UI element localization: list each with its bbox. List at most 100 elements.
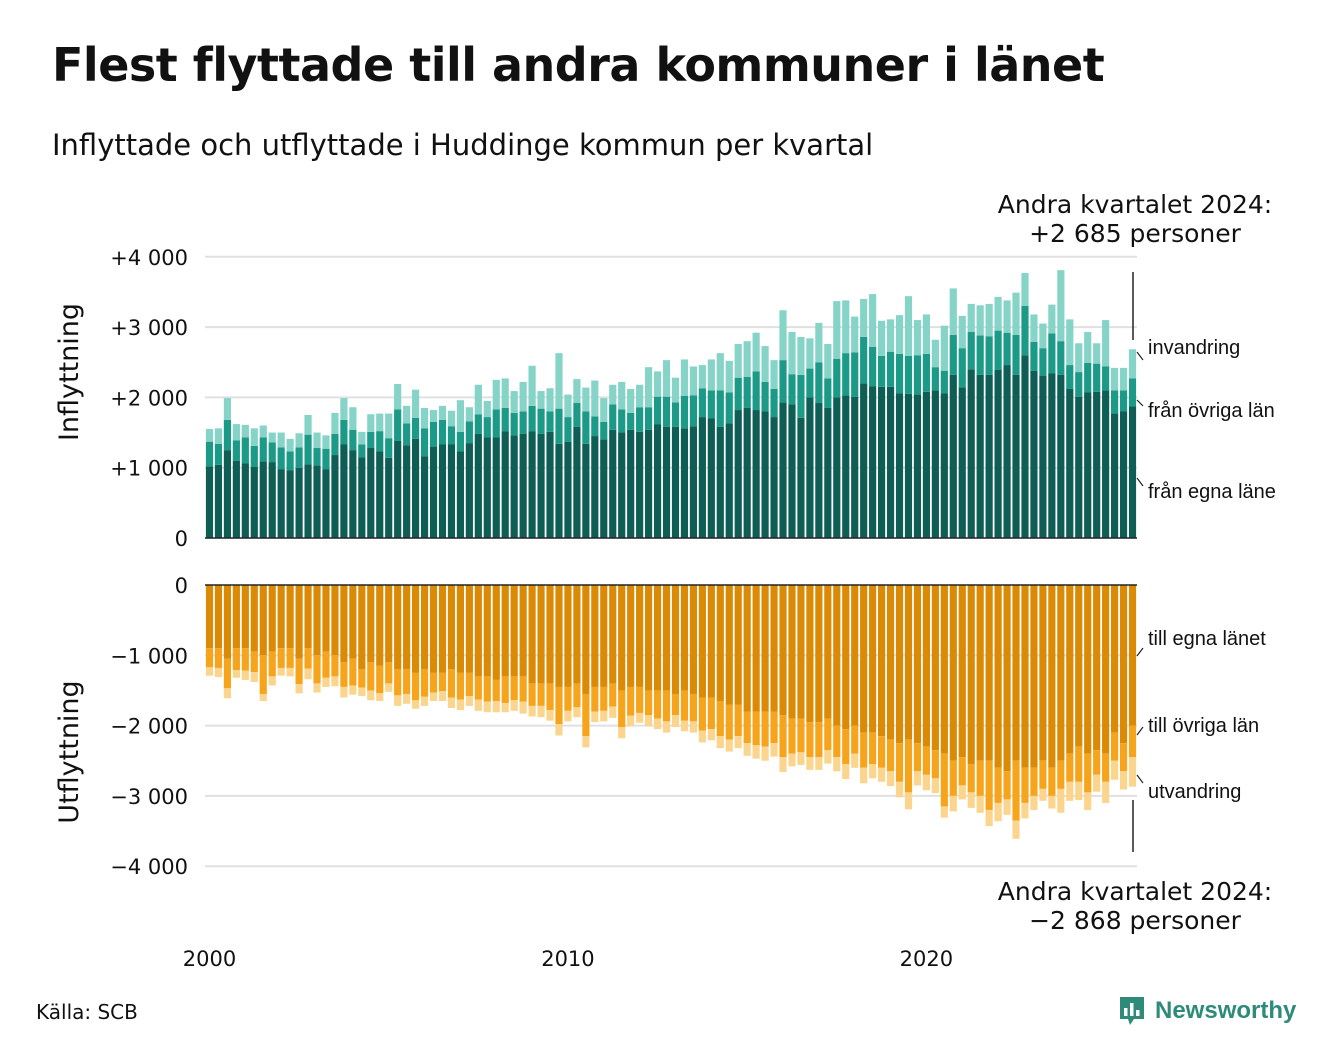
bar-outflow-utvandring	[1075, 781, 1083, 801]
bar-inflow-invandring	[367, 414, 375, 432]
bar-outflow-egna	[931, 585, 939, 751]
bar-inflow-invandring	[447, 410, 456, 427]
bar-inflow-invandring	[627, 388, 635, 413]
bar-outflow-ovriga	[1003, 771, 1011, 800]
bar-outflow-ovriga	[976, 760, 984, 796]
bar-inflow-invandring	[465, 407, 473, 422]
bar-inflow-egna	[591, 436, 599, 538]
bar-inflow-egna	[636, 431, 644, 538]
bar-outflow-ovriga	[1102, 753, 1110, 782]
bar-outflow-utvandring	[429, 692, 438, 701]
label-connector	[1136, 647, 1144, 657]
bar-outflow-utvandring	[958, 785, 966, 800]
bar-outflow-egna	[707, 585, 715, 698]
bar-outflow-utvandring	[286, 667, 294, 677]
bar-inflow-egna	[671, 426, 680, 538]
bar-outflow-ovriga	[1111, 732, 1119, 761]
bar-outflow-utvandring	[609, 706, 617, 718]
bar-inflow-egna	[259, 461, 267, 538]
bar-outflow-utvandring	[913, 771, 922, 786]
bar-inflow-invandring	[331, 412, 339, 434]
bar-inflow-ovriga	[743, 377, 751, 408]
bar-outflow-egna	[1012, 585, 1020, 761]
bar-outflow-ovriga	[465, 672, 473, 697]
bar-inflow-invandring	[1003, 300, 1011, 333]
bar-outflow-utvandring	[985, 809, 993, 827]
bar-inflow-ovriga	[752, 371, 760, 411]
bar-outflow-utvandring	[492, 701, 500, 713]
bar-outflow-utvandring	[1003, 799, 1011, 815]
annotation-inflow: Andra kvartalet 2024: +2 685 personer	[985, 190, 1285, 248]
bar-outflow-utvandring	[680, 720, 689, 732]
bar-outflow-ovriga	[1048, 767, 1056, 796]
bar-inflow-invandring	[1119, 367, 1128, 391]
bar-inflow-egna	[707, 418, 715, 538]
bar-inflow-invandring	[1021, 272, 1029, 307]
bar-outflow-utvandring	[851, 753, 859, 768]
y-tick-label: +4 000	[110, 246, 188, 270]
bar-inflow-egna	[815, 403, 823, 538]
bar-outflow-ovriga	[788, 718, 796, 754]
bar-inflow-invandring	[403, 405, 411, 424]
bar-inflow-ovriga	[680, 395, 689, 429]
bar-outflow-ovriga	[304, 648, 312, 669]
bar-inflow-invandring	[1093, 343, 1101, 364]
bar-outflow-ovriga	[913, 743, 922, 772]
bar-outflow-utvandring	[671, 715, 680, 728]
bar-inflow-ovriga	[322, 448, 330, 470]
bar-inflow-invandring	[394, 384, 402, 410]
bar-outflow-ovriga	[860, 732, 868, 768]
bar-inflow-egna	[645, 429, 653, 538]
bar-outflow-utvandring	[824, 750, 832, 764]
bar-outflow-ovriga	[420, 669, 429, 697]
bar-inflow-ovriga	[250, 445, 258, 467]
bar-outflow-egna	[259, 585, 267, 656]
bar-outflow-utvandring	[1030, 795, 1038, 810]
bar-outflow-ovriga	[1030, 767, 1038, 796]
bar-inflow-ovriga	[564, 417, 572, 442]
bar-inflow-egna	[223, 450, 231, 539]
bar-inflow-invandring	[474, 384, 482, 415]
bar-outflow-utvandring	[465, 696, 473, 706]
bar-outflow-egna	[1128, 585, 1137, 726]
bar-inflow-invandring	[671, 377, 680, 403]
bar-outflow-utvandring	[949, 795, 957, 812]
bar-outflow-egna	[913, 585, 922, 744]
bar-outflow-egna	[967, 585, 975, 765]
bar-outflow-egna	[313, 585, 321, 656]
bar-outflow-egna	[385, 585, 393, 663]
bar-inflow-ovriga	[501, 407, 509, 432]
bar-inflow-ovriga	[340, 419, 348, 445]
bar-inflow-invandring	[976, 305, 984, 336]
bar-inflow-ovriga	[609, 404, 617, 430]
bar-outflow-utvandring	[322, 677, 330, 687]
bar-inflow-invandring	[851, 316, 859, 353]
bar-outflow-utvandring	[519, 701, 527, 714]
bar-inflow-ovriga	[420, 428, 429, 457]
bar-outflow-egna	[851, 585, 859, 726]
bar-outflow-ovriga	[582, 693, 590, 737]
bar-outflow-utvandring	[725, 739, 733, 752]
bar-outflow-utvandring	[295, 684, 303, 694]
bar-inflow-ovriga	[259, 437, 267, 462]
bar-outflow-utvandring	[259, 693, 267, 701]
bar-outflow-ovriga	[1021, 767, 1029, 803]
bar-inflow-invandring	[519, 381, 527, 412]
bar-inflow-invandring	[340, 398, 348, 420]
label-connector	[1136, 351, 1144, 361]
bar-outflow-utvandring	[895, 781, 904, 798]
bar-outflow-ovriga	[492, 679, 500, 701]
bar-outflow-utvandring	[313, 683, 321, 693]
bar-outflow-utvandring	[412, 700, 420, 709]
bar-inflow-ovriga	[277, 447, 285, 470]
bar-outflow-egna	[922, 585, 930, 747]
bar-inflow-egna	[313, 465, 321, 538]
bar-outflow-egna	[734, 585, 742, 705]
bar-inflow-egna	[976, 374, 984, 538]
bar-inflow-egna	[376, 451, 384, 538]
bar-outflow-ovriga	[779, 715, 787, 758]
bar-inflow-egna	[609, 429, 617, 538]
bar-outflow-egna	[322, 585, 330, 652]
bar-outflow-egna	[573, 585, 581, 684]
bar-outflow-ovriga	[501, 676, 509, 704]
